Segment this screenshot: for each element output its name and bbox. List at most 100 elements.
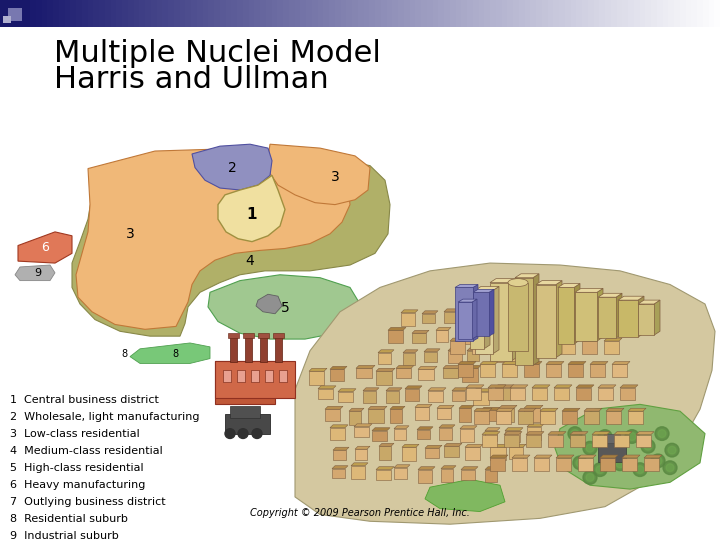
Bar: [459, 408, 471, 422]
Bar: [372, 431, 387, 441]
Bar: [628, 411, 643, 424]
Bar: [358, 0, 364, 28]
Bar: [490, 282, 512, 361]
Polygon shape: [515, 274, 539, 278]
Bar: [122, 0, 128, 28]
Bar: [401, 313, 415, 326]
Text: Harris and Ullman: Harris and Ullman: [54, 65, 329, 94]
Bar: [404, 0, 410, 28]
Bar: [485, 470, 497, 482]
Polygon shape: [532, 385, 550, 388]
Bar: [381, 0, 387, 28]
Bar: [418, 369, 434, 380]
Bar: [260, 0, 266, 28]
Bar: [490, 447, 506, 460]
Text: 2  Wholesale, light manufacturing: 2 Wholesale, light manufacturing: [10, 411, 199, 422]
Bar: [392, 0, 398, 28]
Circle shape: [586, 444, 594, 452]
Bar: [2, 2, 16, 16]
Bar: [424, 352, 437, 362]
Polygon shape: [470, 296, 490, 300]
Bar: [651, 0, 657, 28]
Polygon shape: [461, 467, 478, 470]
Circle shape: [633, 463, 647, 476]
Bar: [422, 314, 435, 323]
Polygon shape: [439, 425, 455, 428]
Bar: [496, 411, 511, 424]
Polygon shape: [456, 328, 475, 331]
Polygon shape: [505, 428, 523, 431]
Bar: [403, 353, 415, 366]
Polygon shape: [555, 404, 705, 489]
Polygon shape: [208, 275, 360, 339]
Bar: [526, 435, 541, 447]
Bar: [245, 336, 252, 362]
Polygon shape: [363, 388, 379, 391]
Bar: [479, 0, 485, 28]
Polygon shape: [510, 385, 528, 388]
Bar: [570, 0, 577, 28]
Bar: [490, 458, 505, 471]
Polygon shape: [597, 288, 603, 341]
Bar: [462, 0, 467, 28]
Text: 2: 2: [228, 160, 236, 174]
Bar: [185, 0, 192, 28]
Bar: [598, 297, 616, 338]
Polygon shape: [490, 307, 507, 310]
Bar: [318, 0, 324, 28]
Bar: [467, 351, 479, 361]
Bar: [480, 364, 495, 377]
Bar: [386, 391, 399, 403]
Text: 4  Medium-class residential: 4 Medium-class residential: [10, 446, 163, 456]
Bar: [237, 370, 245, 382]
Polygon shape: [534, 455, 552, 458]
Polygon shape: [466, 309, 483, 312]
Polygon shape: [450, 338, 468, 341]
Bar: [223, 370, 231, 382]
Polygon shape: [536, 281, 562, 285]
Polygon shape: [620, 385, 638, 388]
Polygon shape: [590, 361, 608, 365]
Bar: [546, 364, 561, 377]
Bar: [412, 333, 426, 343]
Bar: [502, 364, 517, 377]
Bar: [570, 435, 585, 447]
Polygon shape: [494, 338, 512, 341]
Circle shape: [611, 443, 625, 457]
Bar: [475, 291, 493, 354]
Text: 1: 1: [247, 207, 257, 222]
Bar: [197, 0, 203, 28]
Bar: [427, 0, 433, 28]
Polygon shape: [351, 463, 368, 465]
Polygon shape: [18, 232, 72, 263]
Bar: [168, 0, 174, 28]
Polygon shape: [524, 361, 542, 365]
Polygon shape: [604, 338, 622, 341]
Polygon shape: [527, 424, 544, 427]
Bar: [590, 364, 605, 377]
Polygon shape: [330, 366, 347, 369]
Bar: [465, 447, 480, 460]
Polygon shape: [458, 299, 477, 302]
Bar: [48, 0, 53, 28]
Bar: [458, 364, 473, 377]
Polygon shape: [485, 467, 500, 470]
Bar: [657, 0, 663, 28]
Polygon shape: [415, 404, 432, 407]
Bar: [332, 469, 345, 478]
Bar: [599, 0, 606, 28]
Bar: [510, 351, 523, 363]
Bar: [139, 0, 145, 28]
Polygon shape: [372, 428, 390, 431]
Bar: [560, 341, 575, 354]
Polygon shape: [518, 408, 536, 411]
Bar: [620, 388, 635, 401]
Bar: [547, 0, 554, 28]
Bar: [668, 0, 675, 28]
Bar: [576, 0, 582, 28]
Bar: [582, 0, 588, 28]
Bar: [325, 409, 340, 421]
Bar: [645, 0, 652, 28]
Polygon shape: [76, 149, 350, 329]
Bar: [376, 371, 392, 385]
